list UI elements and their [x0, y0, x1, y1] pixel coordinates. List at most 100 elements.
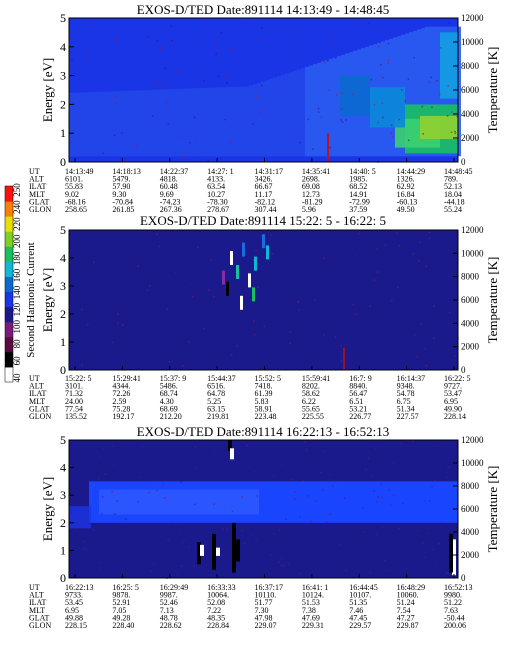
table-cell: 4818. — [160, 175, 178, 184]
y2tick-label: 6000 — [461, 295, 480, 305]
table-cell: 63.54 — [207, 182, 225, 191]
table-cell: 7418. — [255, 382, 273, 391]
colorbar-tick-label: 220 — [12, 217, 22, 231]
table-cell: 5.25 — [207, 397, 221, 406]
colorbar-swatch — [5, 306, 13, 323]
table-cell: 64.78 — [207, 389, 225, 398]
table-cell: 51.35 — [349, 598, 367, 607]
table-cell: 6.75 — [397, 397, 411, 406]
y2-axis-label: Temperature [K] — [485, 47, 500, 134]
table-cell: 14:40: 5 — [349, 167, 375, 176]
orbit-table: UT 14:13:49 14:18:13 14:22:37 14:27: 1 14:31:… — [29, 167, 472, 214]
table-cell: 9980. — [444, 591, 462, 600]
table-cell: -60.13 — [397, 197, 418, 206]
table-cell: 5.83 — [255, 397, 269, 406]
table-cell: 16.84 — [397, 190, 415, 199]
colorbar-tick-label: 160 — [12, 268, 22, 282]
table-cell: 7.38 — [302, 606, 316, 615]
table-row-label: ALT — [29, 382, 44, 391]
ytick-label: 4 — [60, 40, 66, 54]
table-cell: 789. — [444, 175, 458, 184]
table-cell: 223.48 — [255, 412, 277, 421]
table-cell: 14:18:13 — [112, 167, 140, 176]
table-cell: 52.13 — [444, 182, 462, 191]
y2tick-label: 12000 — [461, 13, 484, 23]
y2tick-label: 10000 — [461, 458, 484, 468]
table-cell: 8840. — [349, 382, 367, 391]
heatmap-texture — [69, 230, 459, 370]
table-cell: 75.28 — [112, 404, 130, 413]
table-row-label: ILAT — [29, 389, 46, 398]
ytick-label: 3 — [60, 69, 66, 83]
colorbar-swatch — [5, 201, 13, 217]
table-cell: -82.12 — [255, 197, 276, 206]
table-row-label: ALT — [29, 591, 44, 600]
table-cell: -50.44 — [444, 613, 465, 622]
table-cell: 6516. — [207, 382, 225, 391]
table-cell: 9.30 — [112, 190, 126, 199]
table-cell: 5486. — [160, 382, 178, 391]
ytick-label: 5 — [60, 223, 66, 237]
y2tick-label: 6000 — [461, 504, 480, 514]
table-cell: 6.22 — [302, 397, 316, 406]
ytick-label: 1 — [60, 126, 66, 140]
table-cell: 228.15 — [65, 621, 87, 630]
table-row-label: GLON — [29, 205, 51, 214]
table-cell: 15:22: 5 — [65, 374, 91, 383]
y2tick-label: 4000 — [461, 527, 480, 537]
colorbar-swatch — [5, 291, 13, 308]
table-cell: 226.77 — [349, 412, 371, 421]
table-cell: 16:14:37 — [397, 374, 425, 383]
table-cell: 16:33:33 — [207, 583, 235, 592]
y2tick-label: 10000 — [461, 37, 484, 47]
table-cell: 14:22:37 — [160, 167, 188, 176]
table-cell: 1985. — [349, 175, 367, 184]
table-cell: 16:7: 9 — [349, 374, 371, 383]
table-cell: 16:22: 5 — [444, 374, 470, 383]
table-cell: 5.96 — [302, 205, 316, 214]
table-cell: 14:44:29 — [397, 167, 425, 176]
table-cell: 228.40 — [112, 621, 134, 630]
ytick-label: 4 — [60, 251, 66, 265]
table-cell: 54.78 — [397, 389, 415, 398]
y2tick-label: 6000 — [461, 85, 480, 95]
table-cell: 6101. — [65, 175, 83, 184]
table-cell: 16:22:13 — [65, 583, 93, 592]
table-cell: 49.90 — [444, 404, 462, 413]
table-cell: 7.46 — [349, 606, 363, 615]
table-cell: 55.65 — [302, 404, 320, 413]
table-cell: 47.27 — [397, 613, 415, 622]
table-cell: 51.22 — [444, 598, 462, 607]
table-cell: 227.57 — [397, 412, 419, 421]
table-cell: 16:25: 5 — [112, 583, 138, 592]
table-row-label: ALT — [29, 175, 44, 184]
colorbar-swatch — [5, 186, 13, 202]
colorbar-tick-label: 250 — [12, 183, 22, 197]
table-cell: 7.54 — [397, 606, 411, 615]
table-row-label: UT — [29, 167, 40, 176]
table-cell: 10110. — [255, 591, 277, 600]
table-cell: 10124. — [302, 591, 324, 600]
table-cell: 47.69 — [302, 613, 320, 622]
y2tick-label: 0 — [461, 365, 466, 375]
colorbar-tick-label: 120 — [12, 302, 22, 316]
table-cell: 14:13:49 — [65, 167, 93, 176]
table-cell: 135.52 — [65, 412, 87, 421]
colorbar-tick-label: 80 — [12, 339, 22, 349]
ytick-label: 1 — [60, 543, 66, 557]
table-cell: 57.90 — [112, 182, 130, 191]
table-cell: 66.67 — [255, 182, 273, 191]
table-cell: 7.30 — [255, 606, 269, 615]
ytick-label: 1 — [60, 335, 66, 349]
table-cell: -70.84 — [112, 197, 133, 206]
colorbar-swatch — [5, 231, 13, 247]
colorbar-tick-label: 40 — [12, 373, 22, 383]
table-cell: 71.32 — [65, 389, 83, 398]
table-cell: 52.46 — [160, 598, 178, 607]
table-cell: 14:48:45 — [444, 167, 472, 176]
table-cell: 68.69 — [160, 404, 178, 413]
table-cell: 48.35 — [207, 613, 225, 622]
table-row-label: GLAT — [29, 197, 50, 206]
table-cell: 51.24 — [397, 598, 415, 607]
